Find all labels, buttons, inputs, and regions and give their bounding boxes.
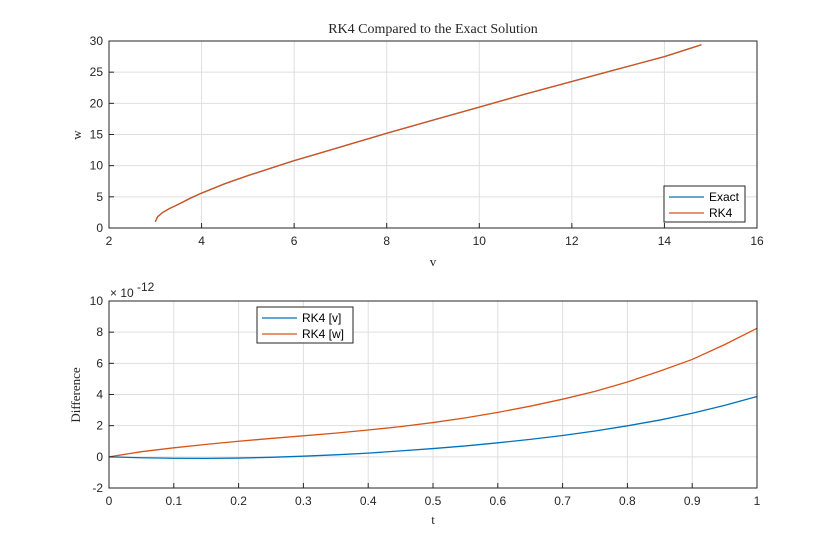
bottom-ytick-label: 4	[96, 388, 103, 402]
top-ytick-label: 20	[90, 96, 104, 110]
bottom-xtick-label: 0.5	[425, 494, 442, 508]
bottom-exponent-power: -12	[137, 280, 155, 294]
bottom-xtick-label: 0.4	[360, 494, 377, 508]
top-series-line-0	[154, 44, 702, 223]
bottom-ytick-label: 0	[96, 450, 103, 464]
bottom-legend: RK4 [v] RK4 [w]	[256, 306, 354, 344]
top-axes: 2 4 6 8 10 12 14 16 0 5 10 15 20 25 30	[90, 34, 764, 248]
bottom-xlabel: t	[431, 512, 435, 527]
bottom-xtick-label: 0.1	[165, 494, 182, 508]
top-legend-label-1: RK4	[709, 206, 733, 220]
top-ytick-label: 15	[90, 128, 104, 142]
top-xlabel: v	[430, 254, 437, 269]
top-legend-box	[663, 185, 746, 223]
top-series	[154, 44, 702, 223]
top-xtick-label: 2	[106, 234, 113, 248]
top-legend-label-0: Exact	[709, 190, 740, 204]
top-xtick-label: 10	[473, 234, 487, 248]
bottom-xtick-label: 0.9	[684, 494, 701, 508]
top-ytick-label: 10	[90, 159, 104, 173]
bottom-ytick-label: -2	[92, 481, 103, 495]
top-legend: Exact RK4	[663, 185, 746, 223]
top-ytick-label: 5	[96, 190, 103, 204]
bottom-legend-label-1: RK4 [w]	[302, 327, 344, 341]
bottom-ytick-label: 10	[90, 294, 104, 308]
top-ytick-label: 30	[90, 34, 104, 48]
bottom-xtick-label: 0.2	[230, 494, 247, 508]
bottom-ytick-label: 2	[96, 419, 103, 433]
top-ytick-label: 25	[90, 65, 104, 79]
bottom-legend-label-0: RK4 [v]	[302, 311, 341, 325]
bottom-series	[108, 327, 758, 460]
bottom-xtick-label: 0.7	[554, 494, 571, 508]
top-ytick-label: 0	[96, 221, 103, 235]
top-xtick-label: 8	[383, 234, 390, 248]
top-xtick-label: 12	[565, 234, 579, 248]
top-xtick-label: 6	[291, 234, 298, 248]
top-xtick-label: 4	[198, 234, 205, 248]
bottom-xtick-label: 0.3	[295, 494, 312, 508]
bottom-ytick-label: 6	[96, 356, 103, 370]
bottom-ytick-label: 8	[96, 325, 103, 339]
bottom-xtick-label: 1	[754, 494, 761, 508]
top-series-line-1	[154, 44, 702, 223]
bottom-xtick-label: 0	[106, 494, 113, 508]
top-ylabel: w	[69, 130, 84, 140]
bottom-series-line-0	[108, 395, 758, 460]
top-grid	[108, 40, 758, 229]
bottom-ylabel: Difference	[68, 367, 83, 423]
bottom-series-line-1	[108, 327, 758, 458]
bottom-xtick-label: 0.6	[489, 494, 506, 508]
top-plot: 2 4 6 8 10 12 14 16 0 5 10 15 20 25 30 RK4 Compared to…	[69, 22, 764, 269]
bottom-xtick-label: 0.8	[619, 494, 636, 508]
top-title: RK4 Compared to the Exact Solution	[328, 22, 538, 37]
bottom-grid	[108, 300, 758, 489]
top-xtick-label: 14	[658, 234, 672, 248]
bottom-legend-box	[256, 306, 354, 344]
top-xtick-label: 16	[750, 234, 764, 248]
bottom-exponent-base: × 10	[110, 286, 134, 300]
